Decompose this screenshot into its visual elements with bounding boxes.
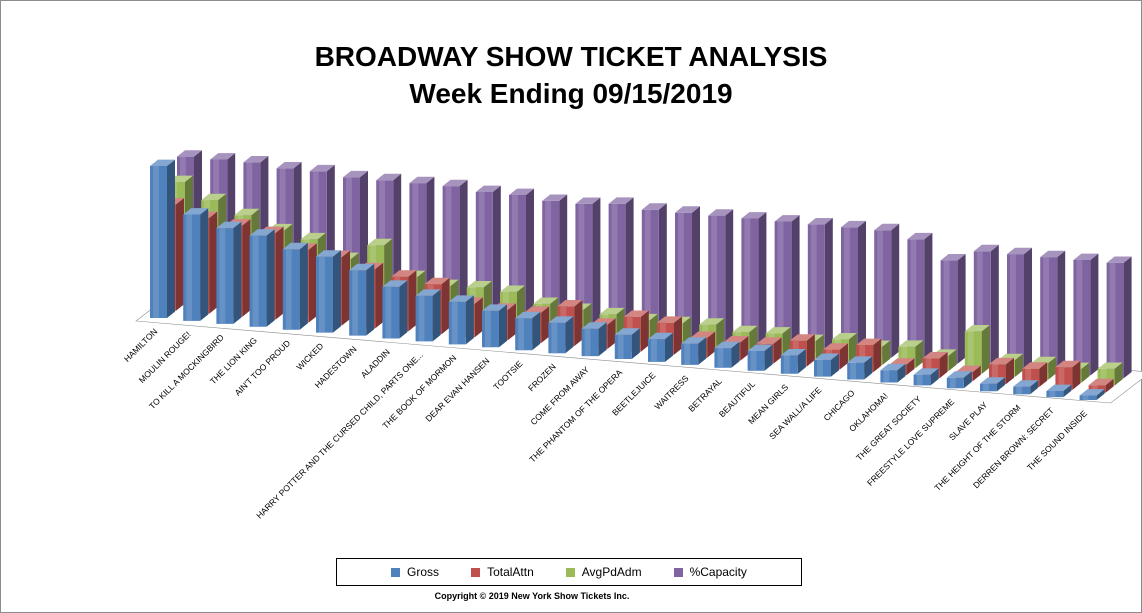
bar-capacity-the-great-society — [940, 254, 966, 364]
bar-gross-frozen — [548, 316, 574, 354]
category-label-dear-evan-hansen: DEAR EVAN HANSEN — [423, 356, 491, 424]
category-label-harry-potter-and-the-cursed-child-parts-one: HARRY POTTER AND THE CURSED CHILD, PARTS… — [254, 350, 425, 521]
category-label-the-sound-inside: THE SOUND INSIDE — [1025, 408, 1089, 472]
bar-gross-wicked — [316, 250, 341, 333]
category-label-aladdin: ALADDIN — [359, 347, 392, 380]
bar-gross-the-sound-inside — [1079, 389, 1105, 401]
bar-gross-the-book-of-mormon — [448, 295, 474, 345]
bar-gross-beetlejuice — [648, 332, 673, 362]
category-label-hamilton: HAMILTON — [122, 326, 160, 364]
category-label-waitress: WAITRESS — [652, 373, 690, 411]
series-gross — [150, 159, 1105, 401]
bar-capacity-mean-girls — [807, 218, 833, 353]
chart-title-block: BROADWAY SHOW TICKET ANALYSIS Week Endin… — [0, 38, 1142, 112]
bar-capacity-betrayal — [741, 212, 767, 347]
legend-label-avgpdadm: AvgPdAdm — [581, 565, 642, 579]
bar-capacity-oklahoma — [907, 232, 933, 361]
legend-label-gross: Gross — [407, 565, 440, 579]
category-label-wicked: WICKED — [294, 341, 325, 372]
bar-gross-derren-brown-secret — [1046, 384, 1072, 398]
category-label-the-great-society: THE GREAT SOCIETY — [854, 394, 923, 463]
category-label-tootsie: TOOTSIE — [491, 358, 525, 392]
bar-gross-moulin-rouge — [183, 208, 209, 321]
bar-gross-chicago — [847, 356, 873, 380]
bar-gross-the-height-of-the-storm — [1013, 380, 1039, 395]
legend-swatch-totalattn — [471, 567, 481, 577]
bar-gross-to-kill-a-mockingbird — [216, 221, 242, 324]
bar-capacity-beautiful — [774, 215, 800, 350]
bar-capacity-the-sound-inside — [1106, 256, 1132, 379]
bar-gross-beautiful — [747, 344, 773, 371]
bar-avgpdadm-freestyle-love-supreme — [964, 325, 990, 374]
category-label-frozen: FROZEN — [526, 362, 558, 394]
bar-gross-the-great-society — [913, 368, 939, 386]
bar-gross-freestyle-love-supreme — [946, 371, 972, 389]
category-label-chicago: CHICAGO — [821, 388, 856, 423]
bar-totalattn-derren-brown-secret — [1055, 360, 1081, 390]
bar-gross-come-from-away — [581, 322, 607, 357]
bar-capacity-waitress — [708, 209, 734, 344]
bar-capacity-derren-brown-secret — [1073, 253, 1099, 376]
bar-capacity-the-height-of-the-storm — [1040, 250, 1066, 373]
category-label-the-book-of-mormon: THE BOOK OF MORMON — [380, 353, 458, 431]
legend-label-capacity: %Capacity — [689, 565, 747, 579]
category-label-betrayal: BETRAYAL — [686, 376, 724, 414]
bar-gross-oklahoma — [880, 363, 906, 383]
bar-gross-betrayal — [714, 341, 740, 368]
bar-gross-slave-play — [980, 377, 1005, 392]
bar-gross-sea-wall-a-life — [814, 353, 839, 377]
bar-capacity-come-from-away — [608, 197, 634, 335]
bar-gross-hadestown — [349, 263, 375, 336]
bar-capacity-frozen — [575, 197, 601, 332]
bar-gross-dear-evan-hansen — [482, 304, 507, 348]
bar-gross-harry-potter-and-the-cursed-child-parts-one — [415, 289, 441, 342]
legend-swatch-capacity — [673, 567, 683, 577]
chart-subtitle: Week Ending 09/15/2019 — [409, 78, 733, 109]
copyright-notice: Copyright © 2019 New York Show Tickets I… — [434, 591, 630, 601]
bar-gross-hamilton — [150, 159, 175, 318]
legend-item-gross: Gross — [391, 565, 439, 579]
bar-capacity-tootsie — [542, 194, 568, 329]
bar-gross-the-lion-king — [249, 229, 275, 327]
bar-capacity-sea-wall-a-life — [841, 220, 866, 355]
bar-gross-tootsie — [515, 311, 541, 351]
bar-capacity-slave-play — [1007, 247, 1032, 370]
chart-legend: Gross TotalAttn AvgPdAdm %Capacity — [336, 558, 802, 586]
bar-gross-aladdin — [382, 280, 408, 339]
legend-swatch-gross — [391, 567, 401, 577]
legend-swatch-avgpdadm — [565, 567, 575, 577]
bar-capacity-chicago — [874, 223, 900, 358]
legend-label-totalattn: TotalAttn — [487, 565, 534, 579]
bar-avgpdadm-oklahoma — [898, 340, 924, 369]
category-label-to-kill-a-mockingbird: TO KILL A MOCKINGBIRD — [147, 332, 226, 411]
legend-item-avgpdadm: AvgPdAdm — [565, 565, 642, 579]
legend-item-totalattn: TotalAttn — [471, 565, 534, 579]
bar-gross-the-phantom-of-the-opera — [614, 328, 640, 359]
bar-capacity-the-phantom-of-the-opera — [641, 203, 667, 338]
legend-item-capacity: %Capacity — [673, 565, 747, 579]
bar-capacity-beetlejuice — [675, 206, 700, 341]
bar-gross-mean-girls — [780, 349, 806, 374]
bar-gross-waitress — [681, 337, 707, 365]
chart-title: BROADWAY SHOW TICKET ANALYSIS — [314, 41, 828, 72]
bar-gross-ain-t-too-proud — [282, 242, 308, 330]
